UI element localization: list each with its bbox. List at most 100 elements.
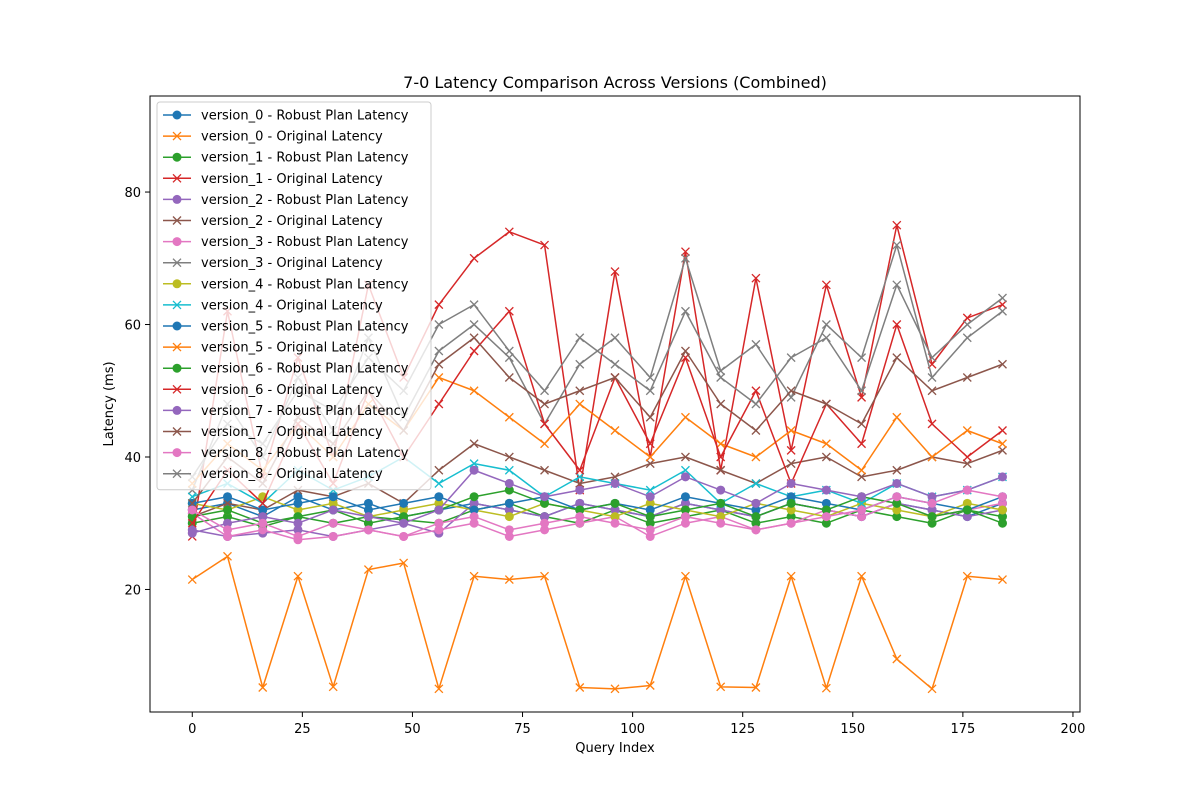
legend-label: version_1 - Original Latency: [201, 172, 383, 187]
data-point: [645, 373, 655, 382]
data-point: [575, 683, 585, 692]
data-point-stroke: [892, 412, 902, 422]
data-point-stroke: [469, 253, 479, 263]
data-point: [857, 492, 867, 502]
data-point-stroke: [540, 386, 550, 396]
data-point-stroke: [892, 320, 902, 329]
data-point: [998, 498, 1007, 508]
data-point-stroke: [680, 247, 690, 257]
data-point: [610, 478, 620, 488]
legend-label: version_4 - Original Latency: [201, 298, 383, 313]
data-point: [223, 531, 232, 541]
data-point: [293, 518, 303, 528]
data-point-stroke: [962, 452, 972, 462]
data-point-stroke: [892, 654, 902, 664]
data-point-stroke: [716, 682, 726, 692]
data-point: [998, 512, 1007, 522]
data-point-stroke: [998, 426, 1007, 435]
data-point: [751, 505, 761, 515]
legend-item: version_5 - Original Latency: [163, 341, 383, 356]
data-point: [892, 498, 902, 508]
data-point-stroke: [927, 419, 937, 429]
data-point: [998, 518, 1007, 528]
data-point: [328, 682, 338, 692]
data-point-stroke: [962, 426, 972, 435]
data-point-stroke: [998, 445, 1007, 455]
data-point-stroke: [821, 399, 831, 409]
data-point-stroke: [927, 452, 937, 462]
data-point: [610, 472, 620, 482]
data-point: [504, 346, 514, 356]
data-point: [680, 472, 690, 482]
data-point: [645, 505, 655, 515]
data-point: [786, 426, 796, 435]
data-point: [610, 426, 620, 435]
data-point: [751, 386, 761, 396]
x-tick-label: 125: [730, 722, 755, 737]
legend-marker: [172, 363, 182, 373]
data-point-stroke: [716, 373, 726, 382]
data-point-stroke: [504, 346, 514, 356]
data-point: [187, 518, 197, 528]
data-point: [504, 505, 514, 515]
data-point-stroke: [645, 681, 655, 690]
data-point: [716, 505, 726, 515]
data-point-stroke: [751, 386, 761, 396]
data-point: [575, 465, 585, 475]
legend-marker: [172, 216, 182, 225]
legend-label: version_8 - Robust Plan Latency: [201, 446, 409, 461]
data-point: [962, 313, 972, 323]
data-point: [504, 373, 514, 382]
data-point: [575, 518, 585, 528]
data-point-stroke: [504, 465, 514, 475]
data-point: [363, 565, 373, 575]
legend-marker: [172, 321, 182, 331]
data-point: [645, 681, 655, 690]
data-point-stroke: [645, 386, 655, 396]
data-point-stroke: [751, 426, 761, 435]
data-point-stroke: [821, 439, 831, 449]
legend-label: version_2 - Original Latency: [201, 214, 383, 229]
data-point-stroke: [927, 386, 937, 396]
data-point: [716, 512, 726, 522]
legend-label: version_3 - Robust Plan Latency: [201, 235, 409, 250]
data-point-stroke: [716, 439, 726, 449]
data-point: [223, 518, 232, 528]
data-point-stroke: [645, 412, 655, 422]
data-point-stroke: [821, 452, 831, 462]
data-point-stroke: [716, 465, 726, 475]
data-point: [504, 412, 514, 422]
legend-label: version_2 - Robust Plan Latency: [201, 193, 409, 208]
data-point: [293, 531, 303, 541]
data-point: [821, 280, 831, 290]
data-point: [892, 320, 902, 329]
data-point: [821, 505, 831, 515]
data-point: [962, 426, 972, 435]
data-point: [575, 399, 585, 409]
data-point-stroke: [610, 373, 620, 382]
data-point: [293, 505, 303, 515]
data-point-stroke: [892, 240, 902, 250]
legend-item: version_3 - Robust Plan Latency: [163, 235, 409, 250]
data-point: [223, 525, 232, 535]
legend-label: version_7 - Original Latency: [201, 425, 383, 440]
data-point: [892, 492, 902, 502]
data-point: [328, 518, 338, 528]
x-tick-label: 100: [620, 722, 645, 737]
data-point-stroke: [821, 333, 831, 343]
legend-marker: [172, 152, 182, 162]
data-point-stroke: [857, 571, 867, 581]
data-point: [434, 399, 444, 409]
data-point: [540, 525, 550, 535]
data-point: [716, 465, 726, 475]
data-point-stroke: [504, 373, 514, 382]
legend-marker: [172, 384, 182, 394]
data-point: [187, 498, 197, 508]
legend-item: version_6 - Robust Plan Latency: [163, 362, 409, 377]
data-point: [575, 479, 585, 488]
legend-marker: [172, 300, 182, 310]
data-point-stroke: [469, 320, 479, 329]
data-point: [645, 518, 655, 528]
data-point-stroke: [504, 306, 514, 316]
data-point-stroke: [857, 392, 867, 402]
